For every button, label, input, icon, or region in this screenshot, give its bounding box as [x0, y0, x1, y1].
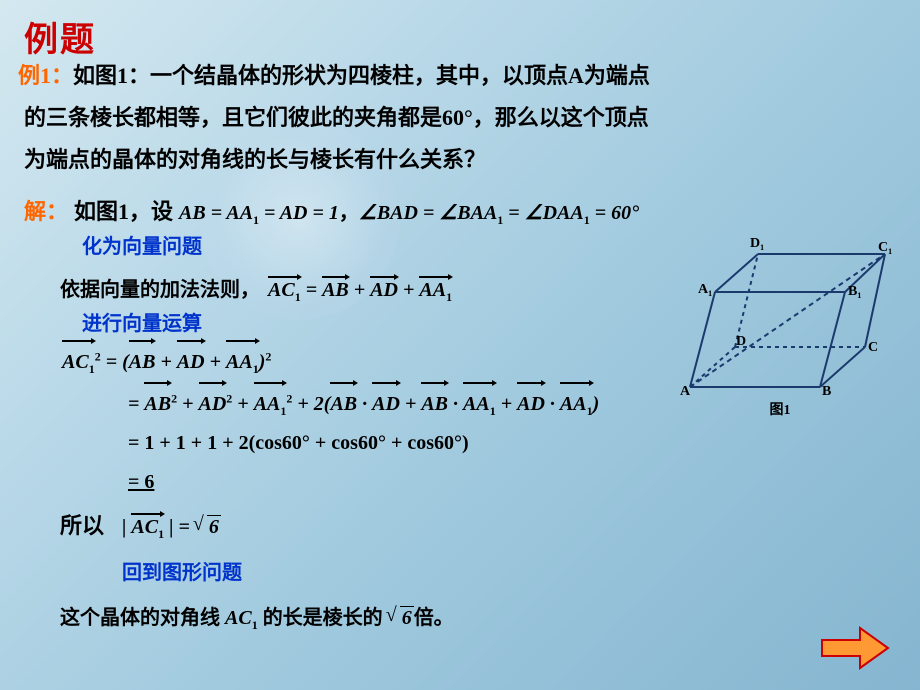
eq-line-4: = 6 [128, 463, 896, 502]
eq-result: | AC1 | = 6 [122, 513, 221, 542]
setup-text: 如图1，设 [74, 194, 173, 226]
label-C1: C₁ [878, 240, 892, 256]
so-label: 所以 [60, 508, 104, 540]
label-A: A [680, 384, 690, 400]
label-C: C [868, 340, 878, 356]
note-back-to-figure: 回到图形问题 [122, 556, 896, 585]
label-B: B [822, 384, 831, 400]
figure-caption: 图1 [770, 399, 791, 419]
setup-math: AB = AA1 = AD = 1，∠BAD = ∠BAA1 = ∠DAA1 =… [179, 196, 639, 228]
solution-label: 解： [24, 194, 68, 226]
problem-text: 例1：如图1：一个结晶体的形状为四棱柱，其中，以顶点A为端点 [24, 55, 896, 97]
example-label: 例1： [18, 63, 73, 88]
page-title: 例题 [24, 12, 96, 61]
step1-text: 依据向量的加法法则， [60, 273, 260, 302]
prism-figure: A B C D A₁ B₁ C₁ D₁ 图1 [670, 232, 890, 417]
label-A1: A₁ [698, 282, 712, 298]
eq-line-3: = 1 + 1 + 1 + 2(cos60° + cos60° + cos60°… [128, 424, 896, 463]
problem-line3: 为端点的晶体的对角线的长与棱长有什么关系？ [24, 139, 896, 181]
problem-line2: 的三条棱长都相等，且它们彼此的夹角都是60°，那么以这个顶点 [24, 97, 896, 139]
conclusion: 这个晶体的对角线 AC1 的长是棱长的 6倍。 [60, 601, 896, 633]
label-D: D [736, 334, 746, 350]
next-arrow-icon[interactable] [820, 624, 890, 672]
eq-addition: AC1 = AB + AD + AA1 [268, 276, 452, 305]
label-D1: D₁ [750, 236, 764, 252]
label-B1: B₁ [848, 284, 862, 300]
